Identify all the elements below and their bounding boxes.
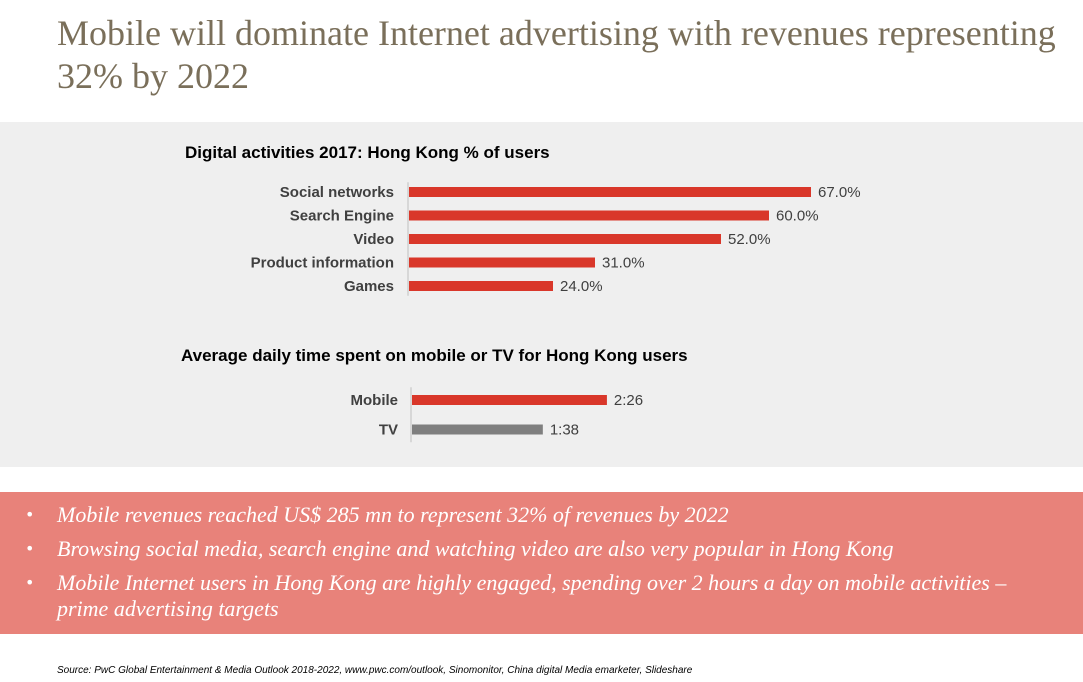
key-point-item: • Mobile Internet users in Hong Kong are … bbox=[0, 570, 1083, 622]
chart-0-data-label: 52.0% bbox=[728, 231, 771, 248]
bullet-icon: • bbox=[25, 539, 35, 558]
chart-0-category-label: Social networks bbox=[280, 184, 394, 201]
chart-0-data-label: 67.0% bbox=[818, 184, 861, 201]
chart-0-category-label: Video bbox=[353, 231, 394, 248]
chart-0-data-label: 31.0% bbox=[602, 255, 645, 272]
chart-title-daily-time: Average daily time spent on mobile or TV… bbox=[181, 346, 688, 365]
chart-0-bar bbox=[409, 257, 595, 268]
key-point-text: Mobile Internet users in Hong Kong are h… bbox=[57, 570, 1007, 621]
key-point-item: • Browsing social media, search engine an… bbox=[0, 536, 1083, 562]
chart-0-category-label: Search Engine bbox=[290, 208, 394, 225]
chart-0-bar bbox=[409, 187, 811, 197]
chart-panel: Digital activities 2017: Hong Kong % of … bbox=[0, 122, 1083, 467]
chart-0-bar bbox=[409, 234, 721, 244]
chart-1-data-label: 2:26 bbox=[614, 392, 643, 409]
chart-0-bar bbox=[409, 210, 769, 221]
chart-1-data-label: 1:38 bbox=[550, 422, 579, 439]
chart-1-category-label: TV bbox=[379, 422, 398, 439]
key-points-panel: • Mobile revenues reached US$ 285 mn to r… bbox=[0, 492, 1083, 634]
key-point-item: • Mobile revenues reached US$ 285 mn to r… bbox=[0, 502, 1083, 528]
source-note: Source: PwC Global Entertainment & Media… bbox=[57, 665, 693, 676]
key-point-text: Browsing social media, search engine and… bbox=[57, 536, 894, 561]
chart-0-data-label: 24.0% bbox=[560, 278, 603, 295]
chart-title-digital-activities: Digital activities 2017: Hong Kong % of … bbox=[185, 143, 550, 162]
charts-svg: Social networks 67.0% Search Engine 60.0% Vi… bbox=[251, 182, 861, 443]
chart-1-bar bbox=[412, 395, 607, 405]
chart-0-category-label: Games bbox=[344, 278, 394, 295]
chart-1-bar bbox=[412, 424, 543, 435]
bullet-icon: • bbox=[25, 573, 35, 592]
slide-title: Mobile will dominate Internet advertisin… bbox=[57, 13, 1056, 96]
bullet-icon: • bbox=[25, 505, 35, 524]
key-points-list: • Mobile revenues reached US$ 285 mn to r… bbox=[0, 502, 1083, 630]
key-point-text: Mobile revenues reached US$ 285 mn to re… bbox=[57, 502, 729, 527]
chart-0-data-label: 60.0% bbox=[776, 208, 819, 225]
chart-0-category-label: Product information bbox=[251, 255, 394, 272]
chart-1-category-label: Mobile bbox=[351, 392, 399, 409]
chart-0-bar bbox=[409, 281, 553, 291]
